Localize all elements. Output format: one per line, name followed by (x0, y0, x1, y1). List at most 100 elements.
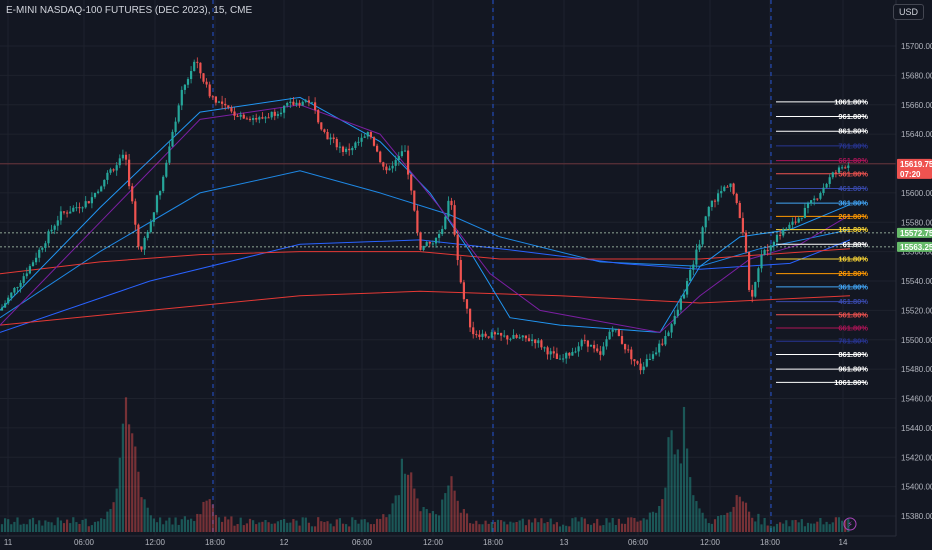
volume-bar (413, 488, 416, 532)
candle-body (546, 347, 549, 355)
volume-bar (444, 493, 447, 532)
volume-bar (38, 520, 41, 532)
time-axis[interactable]: 11 06:00 12:00 18:00 12 06:00 12:00 18:00 13 06:0… (0, 535, 896, 547)
candle-body (720, 191, 723, 194)
volume-bar (828, 524, 831, 532)
candle-body (819, 193, 822, 199)
volume-bar (605, 518, 608, 532)
volume-bar (518, 520, 521, 532)
volume-bar (515, 522, 518, 532)
volume-bar (596, 518, 599, 532)
volume-bar (434, 514, 438, 532)
volume-bar (537, 522, 540, 532)
volume-bar (255, 524, 258, 532)
candle-body (763, 249, 766, 255)
candle-body (695, 249, 698, 265)
candle-body (512, 334, 515, 339)
candle-body (183, 84, 186, 90)
volume-bar (763, 517, 766, 532)
volume-bar (648, 512, 651, 532)
price-axis[interactable]: 15380.00 15400.00 15420.00 15440.00 15460.00… (895, 0, 932, 550)
candle-body (627, 349, 630, 351)
candle-body (168, 146, 171, 163)
volume-bar (841, 520, 844, 532)
volume-bar (16, 517, 19, 532)
volume-bar (335, 519, 338, 532)
volume-bar (484, 520, 487, 532)
candle-body (137, 224, 140, 247)
price-label-value: 15572.75 (900, 229, 932, 238)
candle-body (738, 203, 741, 219)
candle-body (7, 297, 10, 304)
candle-body (487, 336, 490, 338)
volume-bar (283, 519, 286, 532)
volume-bar (459, 512, 462, 532)
volume-bar (13, 521, 16, 532)
volume-bar (137, 471, 140, 532)
volume-bar (345, 524, 348, 532)
alert-badge[interactable]: ⚡ (843, 517, 857, 531)
candle-body (558, 358, 562, 360)
fib-level-label: 261.80% (838, 269, 868, 278)
candle-body (503, 335, 506, 337)
symbol-title[interactable]: E-MINI NASDAQ-100 FUTURES (DEC 2023), 15… (6, 5, 253, 16)
time-tick-label: 06:00 (352, 538, 373, 547)
volume-bar (661, 499, 664, 532)
candle-body (453, 205, 456, 235)
candle-body (348, 148, 351, 151)
volume-bar (41, 525, 44, 532)
candle-body (472, 327, 475, 335)
volume-bar (366, 522, 369, 532)
volume-bar (149, 515, 152, 532)
volume-bar (270, 523, 273, 532)
candle-body (128, 159, 131, 187)
volume-bar (354, 519, 357, 532)
currency-button[interactable]: USD (892, 4, 924, 20)
candle-body (735, 193, 738, 204)
fib-level-label: 461.80% (838, 184, 868, 193)
price-tick-label: 15600.00 (901, 189, 932, 198)
volume-bar (7, 519, 10, 532)
price-tick-label: 15440.00 (901, 424, 932, 433)
candle-body (214, 96, 217, 103)
volume-bar (785, 520, 788, 532)
volume-bar (264, 519, 267, 532)
candle-body (475, 334, 478, 336)
candle-body (500, 332, 503, 336)
volume-bar (794, 519, 797, 532)
volume-bar (397, 495, 400, 532)
candle-body (22, 276, 25, 283)
volume-bar (47, 521, 50, 532)
volume-bar (593, 523, 596, 532)
fib-level-label: 961.80% (838, 112, 868, 121)
candle-body (112, 169, 115, 171)
session-separators (212, 0, 772, 536)
volume-bar (242, 525, 245, 532)
volume-bar (772, 526, 775, 532)
volume-bar (766, 525, 769, 532)
fib-level-label: 961.80% (838, 365, 868, 374)
volume-bar (546, 521, 549, 532)
fib-level-label: 261.80% (838, 212, 868, 221)
volume-bar (419, 511, 422, 532)
volume-bar (664, 487, 667, 532)
fibonacci-levels: 1061.80% 961.80% 861.80% 761.80% 661.80% 561.… (0, 97, 896, 387)
volume-bar (453, 490, 456, 532)
volume-bar (252, 520, 255, 532)
volume-bar (552, 524, 555, 532)
candle-body (323, 129, 326, 132)
volume-bar (295, 520, 298, 532)
volume-bar (469, 523, 472, 532)
candle-body (317, 110, 320, 123)
candle-body (593, 344, 596, 349)
volume-bar (298, 525, 301, 532)
candle-body (267, 117, 270, 119)
candle-body (651, 354, 655, 359)
candle-body (196, 61, 199, 63)
volume-bar (583, 518, 586, 532)
volume-bar (735, 495, 738, 532)
fib-level-label: 1061.80% (834, 97, 868, 106)
candle-body (44, 243, 47, 248)
volume-bar (140, 497, 143, 532)
